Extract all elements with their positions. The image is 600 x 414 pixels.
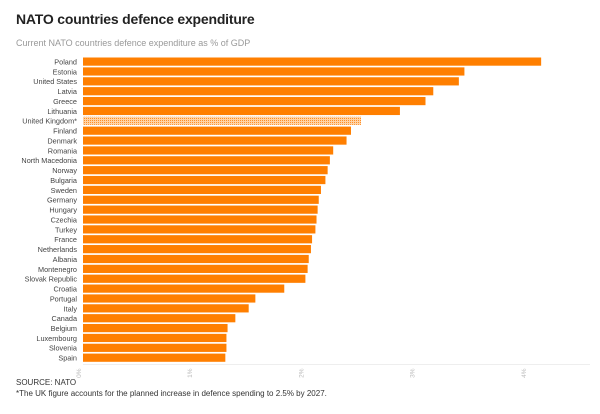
bar-hungary — [83, 205, 318, 214]
category-label: Estonia — [53, 67, 78, 76]
category-label: Netherlands — [38, 245, 78, 254]
category-label: Slovenia — [49, 344, 78, 353]
bar-luxembourg — [83, 333, 227, 343]
category-label: Luxembourg — [36, 334, 77, 343]
category-label: Sweden — [51, 186, 77, 195]
bar-norway — [83, 166, 328, 175]
bar-canada — [83, 314, 236, 323]
bar-denmark — [83, 136, 347, 145]
category-label: Albania — [53, 255, 78, 264]
category-label: Lithuania — [47, 107, 78, 116]
bar-portugal — [83, 294, 256, 303]
bar-latvia — [83, 87, 434, 96]
bar-finland — [83, 126, 351, 135]
category-label: Czechia — [51, 215, 78, 224]
category-label: Greece — [53, 97, 77, 106]
x-tick-label: 2% — [298, 368, 305, 378]
bar-italy — [83, 304, 249, 313]
category-label: Turkey — [55, 225, 77, 234]
bar-montenegro — [83, 264, 308, 273]
bar-lithuania — [83, 106, 400, 116]
category-label: United States — [33, 77, 77, 86]
category-label: Germany — [47, 196, 77, 205]
bar-greece — [83, 96, 426, 106]
bar-germany — [83, 195, 319, 204]
bar-belgium — [83, 323, 228, 333]
bar-spain — [83, 353, 226, 362]
category-label: Hungary — [49, 206, 77, 215]
category-label: Poland — [54, 58, 77, 67]
category-label: Belgium — [51, 324, 77, 333]
category-label: Portugal — [50, 294, 78, 303]
bar-albania — [83, 254, 309, 264]
category-label: Slovak Republic — [25, 275, 78, 284]
category-label: North Macedonia — [21, 156, 78, 165]
bar-united-states — [83, 77, 459, 86]
category-label: Italy — [64, 304, 78, 313]
category-label: Montenegro — [38, 265, 77, 274]
bar-bulgaria — [83, 175, 326, 185]
footnote: *The UK figure accounts for the planned … — [16, 389, 327, 398]
bar-united-kingdom — [83, 116, 361, 125]
bar-romania — [83, 146, 334, 155]
x-tick-label: 1% — [187, 368, 194, 378]
bar-slovenia — [83, 343, 227, 352]
category-label: Finland — [53, 127, 77, 136]
source-note: SOURCE: NATO — [16, 378, 77, 387]
category-label: Bulgaria — [50, 176, 78, 185]
category-label: Canada — [51, 314, 78, 323]
bar-poland — [83, 57, 542, 66]
x-tick-label: 4% — [521, 368, 528, 378]
bar-france — [83, 235, 313, 244]
chart-title: NATO countries defence expenditure — [16, 11, 255, 27]
bar-croatia — [83, 284, 285, 293]
bar-estonia — [83, 67, 465, 76]
category-label: France — [54, 235, 77, 244]
category-label: Croatia — [53, 285, 77, 294]
bar-north-macedonia — [83, 156, 330, 165]
category-label: Romania — [48, 146, 78, 155]
bar-netherlands — [83, 245, 311, 254]
chart-subtitle: Current NATO countries defence expenditu… — [16, 38, 251, 48]
bar-slovak-republic — [83, 274, 306, 283]
bar-czechia — [83, 215, 317, 224]
x-tick-label: 0% — [76, 368, 83, 378]
bar-turkey — [83, 225, 316, 234]
category-label: Denmark — [47, 136, 77, 145]
category-label: Latvia — [58, 87, 78, 96]
category-label: United Kingdom* — [22, 117, 77, 126]
x-tick-label: 3% — [410, 368, 417, 378]
category-label: Norway — [52, 166, 77, 175]
category-label: Spain — [58, 354, 77, 363]
bar-sweden — [83, 185, 321, 195]
